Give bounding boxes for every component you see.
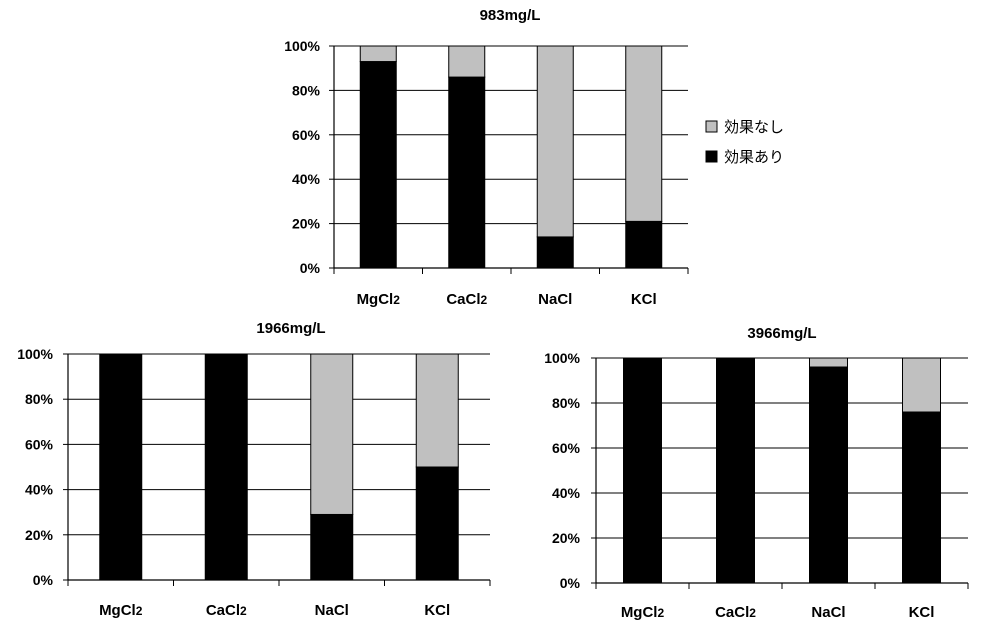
y-tick-label: 20% (292, 216, 321, 232)
bar-effective (204, 353, 248, 581)
bar-effective (625, 220, 663, 269)
x-tick-label: CaCl2 (715, 604, 756, 621)
x-tick-label: CaCl2 (206, 602, 247, 619)
chart-title: 3966mg/L (747, 325, 816, 342)
bar-effective (902, 411, 941, 584)
bar-not-effective (809, 357, 848, 368)
bar-not-effective (415, 353, 459, 468)
bar-effective (809, 366, 848, 584)
y-tick-label: 100% (544, 350, 580, 366)
y-tick-label: 0% (300, 260, 321, 276)
chart-1: 983mg/L 0% 20% 40% 60% 80% 100% MgCl2 CaCl2 NaCl K… (284, 7, 784, 308)
x-tick-label: MgCl2 (99, 602, 143, 619)
x-tick-label-subscript: 2 (749, 606, 756, 620)
legend-label: 効果あり (724, 149, 784, 166)
y-tick-label: 0% (560, 575, 581, 591)
y-tick-label: 60% (25, 436, 54, 452)
chart-3: 3966mg/L 0% 20% 40% 60% 80% 100% MgCl2 CaCl2 NaCl… (544, 325, 969, 621)
bar-not-effective (902, 357, 941, 413)
y-tick-label: 100% (284, 38, 320, 54)
x-tick-label: KCl (631, 291, 657, 308)
y-tick-label: 20% (552, 530, 581, 546)
x-tick-label: MgCl2 (621, 604, 665, 621)
x-tick-label: KCl (424, 602, 450, 619)
bar-not-effective (310, 353, 354, 515)
y-tick-label: 80% (292, 82, 321, 98)
x-tick-label: KCl (909, 604, 935, 621)
bar-effective (623, 357, 662, 584)
y-tick-label: 0% (33, 572, 54, 588)
y-tick-label: 100% (17, 346, 53, 362)
y-tick-label: 20% (25, 527, 54, 543)
bar-not-effective (359, 45, 397, 63)
bar-not-effective (536, 45, 574, 238)
bar-effective (415, 466, 459, 581)
y-tick-label: 80% (25, 391, 54, 407)
x-tick-label: NaCl (811, 604, 845, 621)
bar-effective (716, 357, 755, 584)
y-tick-label: 40% (25, 482, 54, 498)
bar-not-effective (448, 45, 486, 78)
y-tick-label: 40% (292, 171, 321, 187)
bar-effective (310, 513, 354, 581)
legend-label: 効果なし (724, 119, 784, 136)
x-tick-label: MgCl2 (357, 291, 401, 308)
chart-title: 983mg/L (480, 7, 541, 24)
x-tick-label: NaCl (538, 291, 572, 308)
bar-effective (359, 61, 397, 269)
x-tick-label: NaCl (315, 602, 349, 619)
legend-swatch (705, 120, 718, 133)
x-tick-label-subscript: 2 (657, 606, 664, 620)
x-tick-label-subscript: 2 (481, 293, 488, 307)
x-tick-label-subscript: 2 (136, 604, 143, 618)
y-tick-label: 60% (552, 440, 581, 456)
legend-swatch (705, 150, 718, 163)
y-tick-label: 80% (552, 395, 581, 411)
chart-2: 1966mg/L 0% 20% 40% 60% 80% 100% MgCl2 CaCl2 NaCl… (17, 320, 491, 619)
bar-effective (99, 353, 143, 581)
x-tick-label-subscript: 2 (240, 604, 247, 618)
y-tick-label: 60% (292, 127, 321, 143)
x-tick-label-subscript: 2 (393, 293, 400, 307)
y-tick-label: 40% (552, 485, 581, 501)
bar-effective (536, 236, 574, 269)
bar-not-effective (625, 45, 663, 222)
chart-title: 1966mg/L (256, 320, 325, 337)
bar-effective (448, 76, 486, 269)
x-tick-label: CaCl2 (446, 291, 487, 308)
